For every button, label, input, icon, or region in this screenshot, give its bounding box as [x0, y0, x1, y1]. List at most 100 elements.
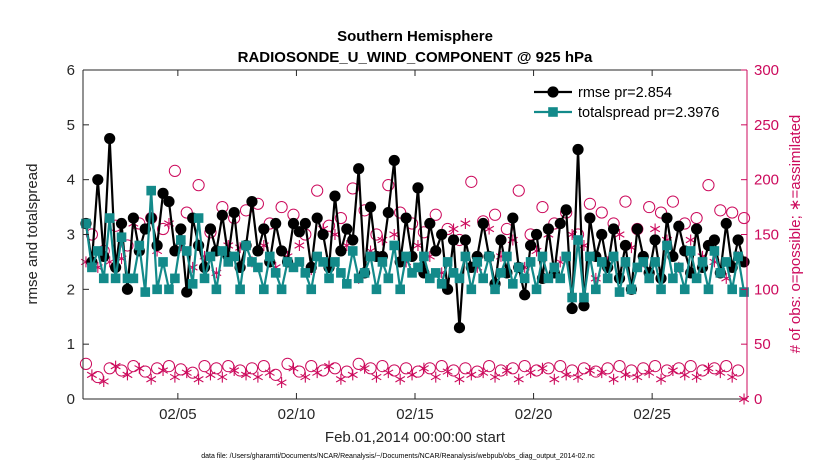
y-axis-label-right: # of obs: o=possible; ∗=assimilated — [787, 115, 804, 354]
totalspread-point — [549, 262, 560, 273]
assimilated-obs-marker — [383, 367, 394, 379]
possible-obs-marker — [79, 357, 93, 371]
totalspread-point — [513, 262, 524, 273]
totalspread-point — [122, 273, 133, 284]
possible-obs-marker — [198, 360, 211, 373]
totalspread-point — [537, 251, 548, 262]
totalspread-point — [478, 273, 488, 284]
possible-obs-marker — [483, 360, 496, 373]
assimilated-obs-marker — [406, 369, 418, 381]
rmse-point — [293, 226, 305, 238]
chart-subtitle: RADIOSONDE_U_WIND_COMPONENT @ 925 hPa — [238, 49, 593, 66]
totalspread-point — [104, 213, 115, 223]
possible-obs-marker — [595, 206, 608, 219]
totalspread-point — [454, 273, 465, 284]
possible-obs-marker — [275, 200, 288, 214]
assimilated-obs-marker — [727, 371, 738, 383]
rmse-point — [519, 289, 531, 301]
totalspread-point — [413, 262, 423, 273]
rmse-point — [204, 223, 217, 235]
rmse-point — [270, 217, 282, 230]
y-tick-label: 5 — [67, 117, 75, 134]
rmse-point — [447, 234, 460, 246]
rmse-point — [412, 182, 424, 194]
assimilated-obs-marker — [466, 369, 477, 381]
possible-obs-marker — [459, 362, 472, 375]
totalspread-point — [187, 279, 198, 289]
y-tick-label: 0 — [67, 391, 75, 408]
rmse-point — [104, 132, 116, 145]
x-tick-label: 02/15 — [396, 406, 434, 423]
possible-obs-marker — [737, 211, 751, 225]
rmse-point — [596, 228, 608, 241]
x-axis-label: Feb.01,2014 00:00:00 start — [325, 429, 506, 446]
totalspread-point — [377, 257, 388, 267]
totalspread-point — [502, 251, 512, 262]
possible-obs-marker — [518, 360, 531, 373]
legend-box — [525, 77, 739, 127]
rmse-point — [364, 201, 377, 213]
totalspread-point — [519, 273, 530, 284]
totalspread-point — [626, 284, 637, 295]
assimilated-obs-marker — [430, 371, 441, 383]
assimilated-obs-marker — [448, 223, 459, 235]
totalspread-point — [733, 251, 743, 262]
y-tick-label: 4 — [67, 172, 75, 189]
totalspread-point — [739, 287, 749, 297]
totalspread-point — [442, 257, 453, 267]
y-tick-label-right: 0 — [754, 391, 762, 408]
rmse-point — [92, 174, 104, 186]
y-tick-label: 6 — [67, 62, 75, 79]
possible-obs-marker — [619, 195, 632, 208]
totalspread-point — [579, 292, 589, 303]
possible-obs-marker — [465, 175, 478, 188]
totalspread-point — [703, 284, 714, 295]
x-tick-label: 02/05 — [159, 406, 197, 423]
legend-totalspread-label: totalspread pr=2.3976 — [578, 105, 719, 121]
totalspread-point — [223, 257, 234, 267]
totalspread-point — [401, 251, 411, 262]
assimilated-obs-marker — [169, 371, 180, 383]
rmse-point — [258, 223, 270, 235]
assimilated-obs-marker — [608, 373, 619, 385]
totalspread-point — [638, 257, 649, 267]
totalspread-point — [662, 240, 672, 251]
rmse-point — [507, 212, 519, 224]
totalspread-point — [602, 273, 613, 284]
possible-obs-marker — [305, 360, 318, 373]
totalspread-point — [430, 268, 441, 278]
y-tick-label: 1 — [67, 336, 75, 353]
possible-obs-marker — [643, 200, 656, 214]
totalspread-point — [170, 273, 180, 284]
assimilated-obs-marker — [596, 367, 607, 379]
totalspread-point — [128, 273, 139, 284]
assimilated-obs-marker — [655, 373, 667, 385]
possible-obs-marker — [732, 364, 745, 377]
rmse-point — [572, 143, 584, 156]
y-tick-label-right: 50 — [754, 336, 771, 353]
rmse-point — [608, 223, 620, 235]
y-axis-label: rmse and totalspread — [24, 164, 41, 305]
totalspread-point — [312, 251, 322, 262]
rmse-point — [299, 217, 311, 230]
legend: rmse pr=2.854 totalspread pr=2.3976 — [525, 77, 739, 127]
assimilated-obs-marker — [98, 375, 109, 387]
rmse-point — [329, 190, 341, 202]
assimilated-obs-marker — [489, 371, 501, 383]
rmse-point — [163, 196, 175, 208]
assimilated-obs-marker — [312, 367, 323, 379]
totalspread-point — [241, 240, 251, 251]
rmse-point — [649, 234, 661, 246]
rmse-point — [619, 239, 632, 252]
totalspread-point — [217, 246, 228, 256]
assimilated-obs-marker — [395, 373, 406, 385]
totalspread-point — [93, 246, 103, 256]
rmse-point — [341, 223, 353, 235]
assimilated-obs-marker — [418, 362, 429, 374]
assimilated-obs-marker — [537, 362, 548, 374]
totalspread-point — [87, 262, 97, 273]
rmse-point — [388, 154, 400, 167]
totalspread-point — [347, 246, 358, 256]
totalspread-point — [721, 257, 732, 267]
totalspread-point — [229, 251, 239, 262]
